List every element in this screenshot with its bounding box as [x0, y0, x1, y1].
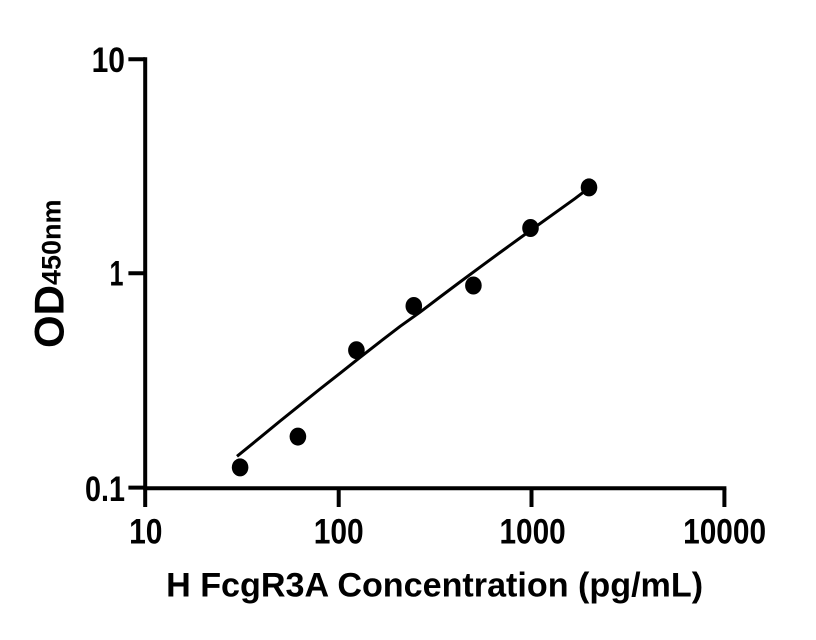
svg-text:0.1: 0.1 [85, 469, 125, 509]
svg-text:10000: 10000 [683, 512, 766, 552]
svg-text:100: 100 [314, 512, 364, 552]
svg-text:10: 10 [129, 512, 162, 552]
svg-text:1: 1 [110, 253, 124, 293]
svg-text:10: 10 [92, 40, 125, 80]
svg-text:H FcgR3A Concentration (pg/mL): H FcgR3A Concentration (pg/mL) [166, 567, 703, 605]
svg-text:1000: 1000 [499, 512, 565, 552]
